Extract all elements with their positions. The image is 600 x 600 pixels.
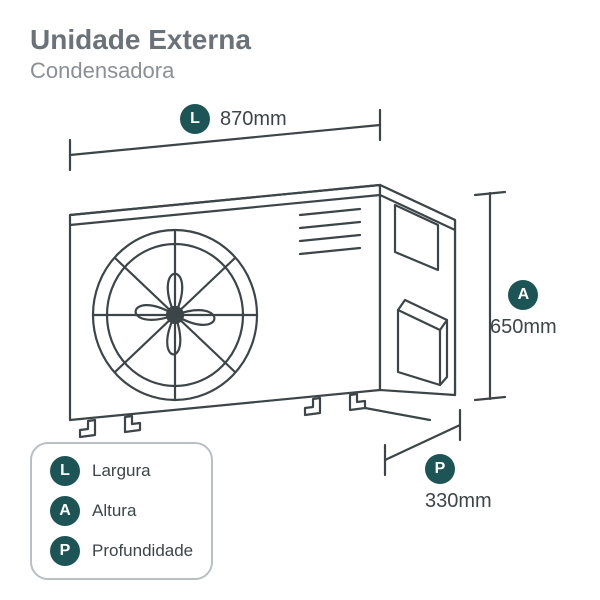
dim-depth: P 330mm [425,454,492,513]
legend-badge-width: L [50,456,80,486]
legend-badge-depth: P [50,536,80,566]
legend-badge-height: A [50,496,80,526]
dim-width-value: 870mm [220,108,287,131]
dim-depth-value: 330mm [425,490,492,513]
dim-height-value: 650mm [490,316,557,339]
legend-row-height: A Altura [50,496,193,526]
badge-width: L [180,104,210,134]
legend-row-width: L Largura [50,456,193,486]
badge-depth: P [425,454,455,484]
legend: L Largura A Altura P Profundidade [30,442,213,580]
legend-row-depth: P Profundidade [50,536,193,566]
dim-width: L 870mm [180,104,287,134]
dim-height: A 650mm [490,280,557,339]
legend-label-depth: Profundidade [92,541,193,561]
legend-label-width: Largura [92,461,151,481]
badge-height: A [508,280,538,310]
legend-label-height: Altura [92,501,136,521]
